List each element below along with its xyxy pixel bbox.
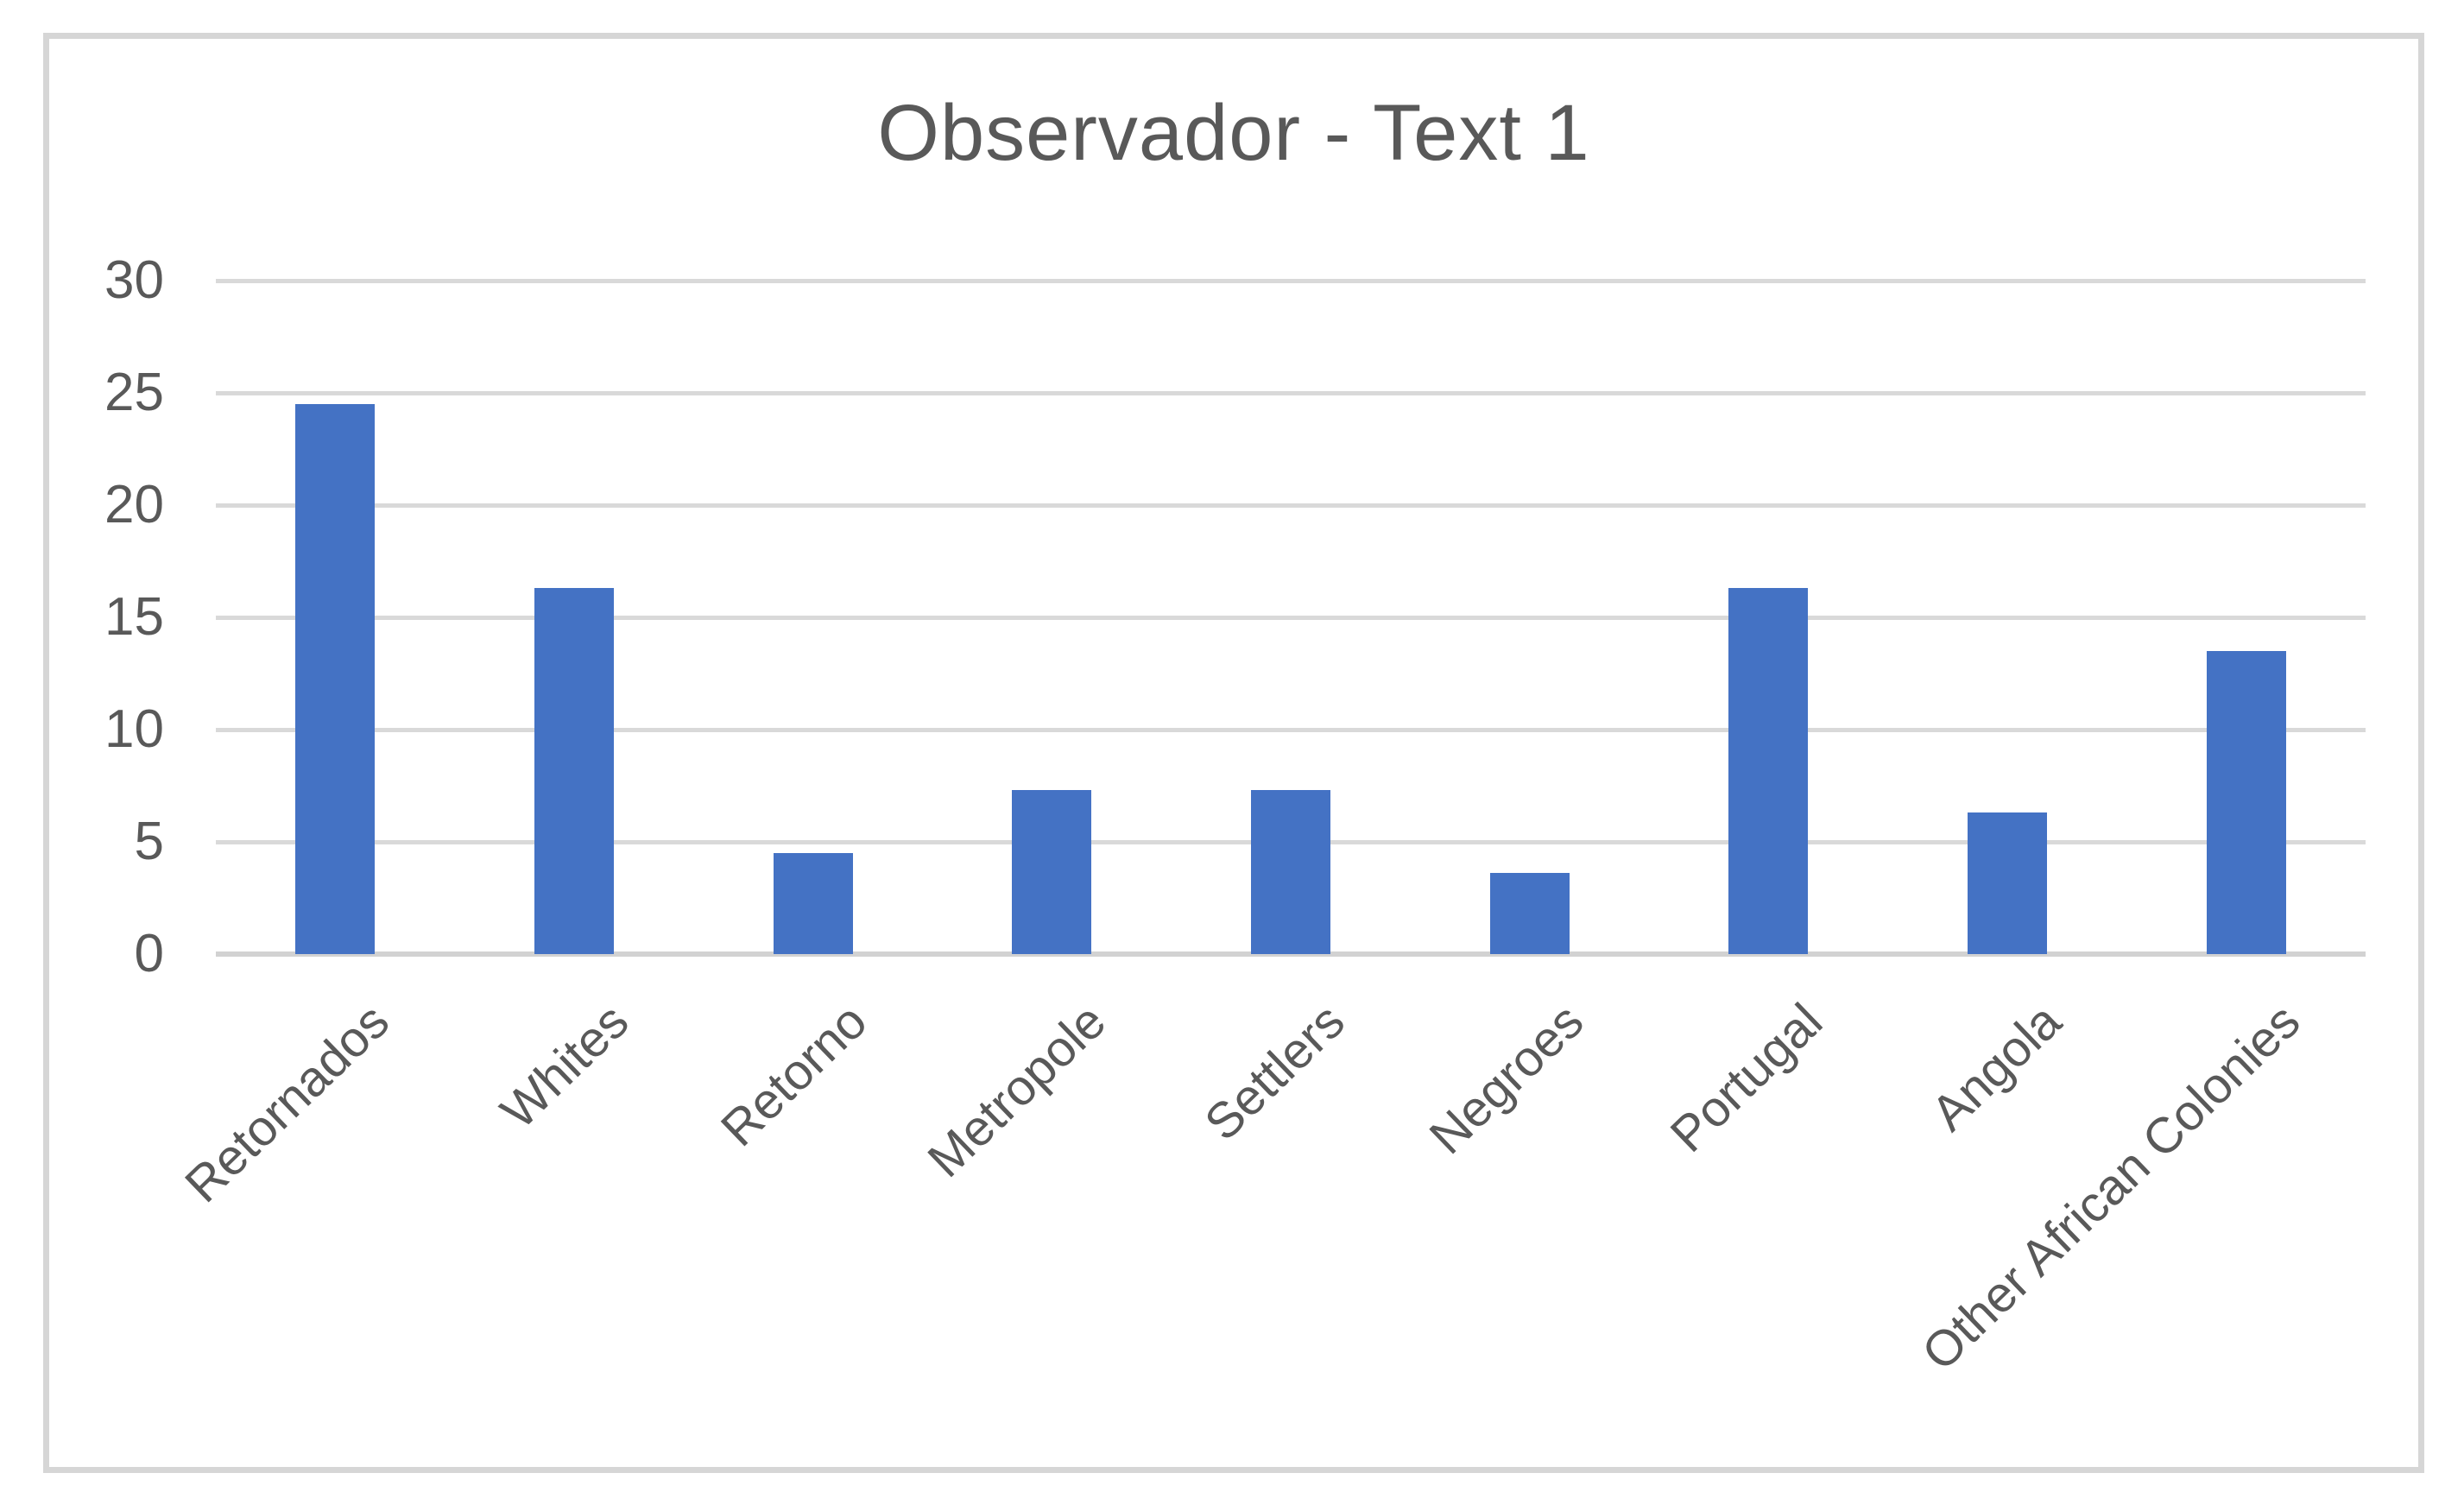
- bar-retorno: [774, 853, 853, 954]
- x-axis-line: [216, 951, 2366, 957]
- y-tick-label-0: 0: [134, 924, 164, 983]
- y-tick-label-15: 15: [104, 587, 164, 647]
- y-tick-label-30: 30: [104, 250, 164, 310]
- gridline-30: [216, 279, 2366, 283]
- y-tick-label-20: 20: [104, 475, 164, 534]
- bar-angola: [1968, 812, 2047, 954]
- bar-settlers: [1251, 790, 1330, 954]
- chart-frame: [43, 33, 2424, 1473]
- bar-retornados: [295, 404, 375, 954]
- y-tick-label-25: 25: [104, 363, 164, 422]
- bar-metropole: [1012, 790, 1091, 954]
- gridline-20: [216, 503, 2366, 508]
- y-tick-label-10: 10: [104, 699, 164, 759]
- gridline-10: [216, 728, 2366, 732]
- bar-other-african-colonies: [2207, 651, 2286, 954]
- chart-title: Observador - Text 1: [877, 89, 1590, 177]
- gridline-25: [216, 391, 2366, 395]
- bar-whites: [534, 588, 614, 954]
- gridline-15: [216, 616, 2366, 620]
- y-tick-label-5: 5: [134, 812, 164, 871]
- bar-negroes: [1490, 873, 1570, 954]
- bar-portugal: [1728, 588, 1808, 954]
